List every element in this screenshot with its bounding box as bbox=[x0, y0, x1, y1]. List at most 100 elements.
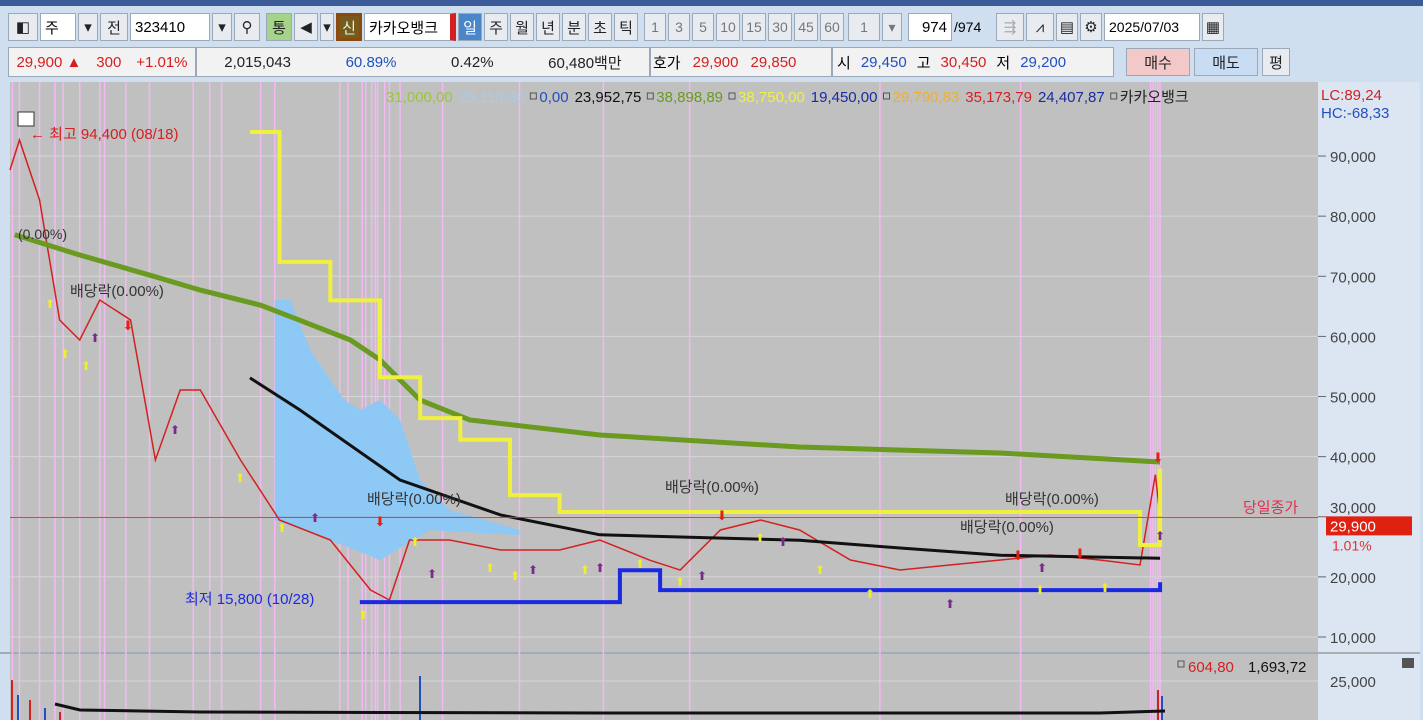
ex-dividend-annotation: 배당락(0.00%) bbox=[960, 519, 1054, 536]
code-dropdown-icon[interactable]: ▾ bbox=[212, 13, 232, 41]
credit-badge[interactable]: 신 bbox=[336, 13, 362, 41]
open-label: 시 bbox=[837, 54, 851, 72]
count-input[interactable]: 974 bbox=[908, 13, 952, 41]
gear-icon[interactable]: ⚙ bbox=[1080, 13, 1102, 41]
legend-value-6: 19,450,00 bbox=[811, 89, 878, 106]
volume-ma-line bbox=[54, 702, 1166, 715]
buy-signal-arrow: ⬆ bbox=[235, 471, 245, 485]
count-total: /974 bbox=[954, 19, 982, 35]
period-tick[interactable]: 틱 bbox=[614, 13, 638, 41]
add-indicator-icon[interactable]: ⩘ bbox=[1026, 13, 1054, 41]
legend-value-8: 35,173,79 bbox=[965, 89, 1032, 106]
signal-arrow: ⬆ bbox=[945, 597, 955, 611]
period-week[interactable]: 주 bbox=[484, 13, 508, 41]
ex-dividend-annotation: 배당락(0.00%) bbox=[70, 283, 164, 300]
lc-value: LC:89,24 bbox=[1321, 87, 1382, 104]
legend-value-2: 0,00 bbox=[539, 89, 568, 106]
eval-button[interactable]: 평 bbox=[1262, 48, 1290, 76]
buy-signal-arrow: ⬆ bbox=[358, 608, 368, 622]
code-input[interactable]: 323410 bbox=[130, 13, 210, 41]
buy-signal-arrow: ⬆ bbox=[865, 587, 875, 601]
price-pane-bg bbox=[10, 82, 1318, 652]
volume-legend-0: 604,80 bbox=[1188, 659, 1234, 676]
quote-volume-box: 2,015,043 60.89% 0.42% 60,480백만 bbox=[196, 47, 650, 77]
legend-box bbox=[728, 92, 736, 100]
legend-box bbox=[646, 92, 654, 100]
close-pct: 1.01% bbox=[1332, 537, 1372, 553]
signal-arrow: ⬆ bbox=[427, 567, 437, 581]
save-icon[interactable]: ▤ bbox=[1056, 13, 1078, 41]
period-second[interactable]: 초 bbox=[588, 13, 612, 41]
current-price: 29,900 ▲ bbox=[16, 54, 81, 71]
sell-button[interactable]: 매도 bbox=[1194, 48, 1258, 76]
y-tick-label: 40,000 bbox=[1330, 450, 1376, 467]
buy-signal-arrow: ⬆ bbox=[277, 521, 287, 535]
calendar-icon[interactable]: ▦ bbox=[1202, 13, 1224, 41]
signal-arrow: ⬆ bbox=[1155, 529, 1165, 543]
period-month[interactable]: 월 bbox=[510, 13, 534, 41]
signal-arrow: ⬆ bbox=[90, 331, 100, 345]
interval-dropdown-icon[interactable]: ▾ bbox=[882, 13, 902, 41]
interval-1[interactable]: 1 bbox=[644, 13, 666, 41]
pct-annotation: (0.00%) bbox=[18, 226, 67, 242]
period-minute[interactable]: 분 bbox=[562, 13, 586, 41]
signal-arrow: ⬆ bbox=[170, 423, 180, 437]
current-price-value: 29,900 bbox=[16, 53, 63, 71]
hc-value: HC:-68,33 bbox=[1321, 105, 1389, 122]
panel-toggle-icon[interactable]: ◧ bbox=[8, 13, 38, 41]
buy-signal-arrow: ⬆ bbox=[755, 531, 765, 545]
interval-60[interactable]: 60 bbox=[820, 13, 844, 41]
period-day[interactable]: 일 bbox=[458, 13, 482, 41]
interval-30[interactable]: 30 bbox=[768, 13, 792, 41]
legend-value-9: 24,407,87 bbox=[1038, 89, 1105, 106]
buy-signal-arrow: ⬆ bbox=[60, 347, 70, 361]
search-icon[interactable]: ⚲ bbox=[234, 13, 260, 41]
close-label: 당일종가 bbox=[1243, 499, 1298, 516]
legend-box bbox=[529, 92, 537, 100]
legend-value-5: 38,750,00 bbox=[738, 89, 805, 106]
market-select[interactable]: 주 bbox=[40, 13, 76, 41]
buy-signal-arrow: ⬆ bbox=[510, 569, 520, 583]
change: 300 bbox=[96, 53, 122, 71]
high-price: 30,450 bbox=[940, 53, 987, 71]
interval-15[interactable]: 15 bbox=[742, 13, 766, 41]
interval-3[interactable]: 3 bbox=[668, 13, 690, 41]
low-label: 저 bbox=[996, 54, 1011, 72]
date-input[interactable]: 2025/07/03 bbox=[1104, 13, 1200, 41]
series-line-3 bbox=[359, 568, 1163, 605]
prev-button[interactable]: 전 bbox=[100, 13, 128, 41]
y-tick-label: 10,000 bbox=[1330, 630, 1376, 647]
price-chart[interactable]: 90,000 80,000 70,000 60,000 50,000 40,000 30,0… bbox=[0, 80, 1423, 720]
signal-arrow: ⬆ bbox=[595, 561, 605, 575]
tong-button[interactable]: 통 bbox=[266, 13, 292, 41]
candle-icon[interactable]: ⇶ bbox=[996, 13, 1024, 41]
interval-10[interactable]: 10 bbox=[716, 13, 740, 41]
legend-value-7: 29,790,83 bbox=[893, 89, 960, 106]
speaker-icon[interactable]: ◀ bbox=[294, 13, 318, 41]
period-year[interactable]: 년 bbox=[536, 13, 560, 41]
legend-box bbox=[883, 92, 890, 100]
y-tick-label: 50,000 bbox=[1330, 390, 1376, 407]
buy-signal-arrow: ⬆ bbox=[635, 557, 645, 571]
series-line-4 bbox=[249, 376, 1161, 560]
sell-signal-arrow: ⬇ bbox=[375, 514, 386, 529]
price-axis bbox=[1318, 82, 1420, 720]
sell-signal-arrow: ⬇ bbox=[1013, 548, 1024, 563]
buy-button[interactable]: 매수 bbox=[1126, 48, 1190, 76]
legend-value-1: 29,110,00 bbox=[459, 89, 525, 106]
volume-pane-bg bbox=[10, 654, 1318, 720]
stock-name[interactable]: 카카오뱅크 bbox=[364, 13, 456, 41]
close-price-tag bbox=[1326, 516, 1412, 536]
ex-dividend-annotation: 배당락(0.00%) bbox=[665, 479, 759, 496]
market-value: 주 bbox=[45, 19, 59, 37]
interval-5[interactable]: 5 bbox=[692, 13, 714, 41]
legend-value-4: 38,898,89 bbox=[656, 89, 723, 106]
legend-value-0: 31,000,00 bbox=[386, 89, 453, 106]
interval-45[interactable]: 45 bbox=[794, 13, 818, 41]
interval-input[interactable]: 1 bbox=[848, 13, 880, 41]
sell-signal-arrow: ⬇ bbox=[123, 318, 134, 333]
speaker-dropdown-icon[interactable]: ▾ bbox=[320, 13, 334, 41]
low-annotation: 최저 15,800 (10/28) bbox=[185, 591, 314, 608]
market-dropdown-icon[interactable]: ▾ bbox=[78, 13, 98, 41]
volume-ratio: 60.89% bbox=[345, 53, 397, 71]
